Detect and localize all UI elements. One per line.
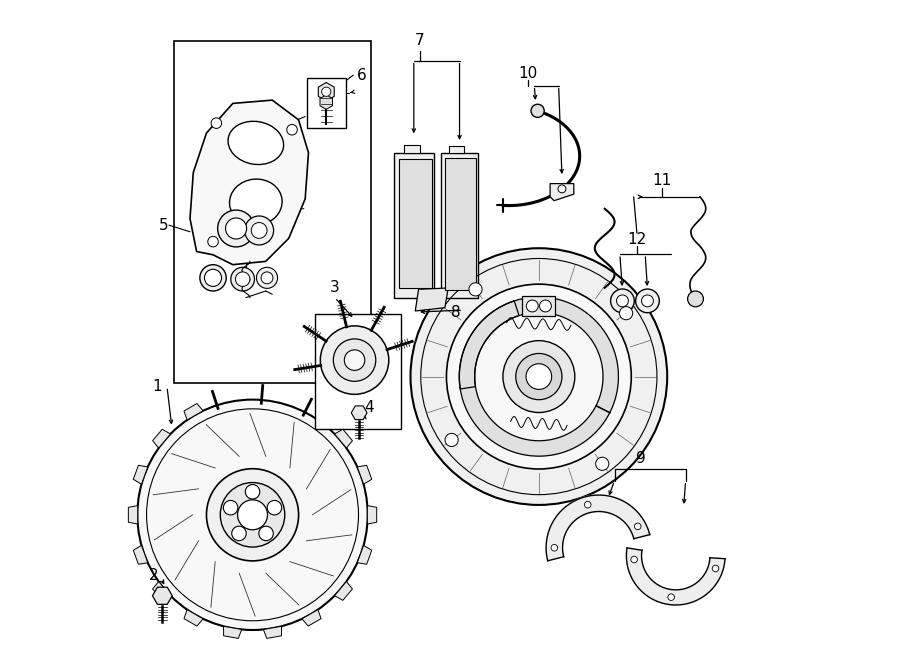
Bar [394,153,434,297]
Circle shape [446,434,458,447]
Circle shape [333,339,376,381]
Circle shape [230,267,255,291]
Text: 1: 1 [152,379,162,394]
Circle shape [218,210,255,247]
Polygon shape [335,582,353,600]
Circle shape [631,556,637,563]
Text: 9: 9 [636,451,646,467]
Circle shape [616,295,628,307]
Text: 8: 8 [451,305,461,319]
Circle shape [596,457,608,471]
Circle shape [531,104,544,118]
Polygon shape [546,495,650,561]
Circle shape [642,295,653,307]
Bar [174,41,371,383]
Circle shape [558,185,566,193]
Circle shape [208,237,219,247]
Polygon shape [223,626,242,639]
Ellipse shape [228,121,284,165]
Circle shape [503,340,575,412]
Circle shape [516,354,562,400]
Polygon shape [190,100,309,264]
Circle shape [287,124,297,135]
Text: 12: 12 [627,232,646,247]
Polygon shape [264,626,282,639]
Circle shape [446,284,631,469]
Polygon shape [133,545,148,564]
Bar [404,145,420,153]
Circle shape [220,483,284,547]
Bar [307,79,346,128]
Circle shape [245,216,274,245]
Circle shape [551,545,558,551]
Text: 7: 7 [415,34,425,48]
Circle shape [267,500,282,515]
Circle shape [610,289,634,313]
Polygon shape [357,465,372,484]
Circle shape [410,249,667,505]
Circle shape [668,594,674,600]
Circle shape [634,523,641,529]
Polygon shape [459,297,618,412]
Bar [522,296,555,316]
Polygon shape [550,184,574,201]
Circle shape [345,350,364,370]
Circle shape [138,400,368,630]
Text: 11: 11 [652,173,671,188]
Circle shape [212,118,221,128]
Circle shape [584,502,591,508]
Circle shape [539,300,552,312]
Polygon shape [357,545,372,564]
Text: 10: 10 [518,66,537,81]
Circle shape [236,272,250,286]
Ellipse shape [230,179,282,225]
Polygon shape [184,609,203,626]
Polygon shape [302,609,321,626]
Polygon shape [367,506,377,524]
Bar [400,159,432,288]
Circle shape [259,526,274,541]
Circle shape [619,307,633,320]
Polygon shape [153,429,170,448]
Circle shape [320,326,389,395]
Text: 6: 6 [356,67,366,83]
Circle shape [251,223,267,239]
Circle shape [204,269,221,286]
Circle shape [321,87,331,97]
Bar [441,153,478,297]
Text: 3: 3 [330,280,339,295]
Polygon shape [153,582,170,600]
Circle shape [526,364,552,389]
Circle shape [712,565,719,572]
Circle shape [232,526,247,541]
Polygon shape [133,465,148,484]
Circle shape [635,289,660,313]
Bar [449,146,464,153]
Text: 5: 5 [159,217,168,233]
Circle shape [238,500,267,529]
Polygon shape [459,301,610,456]
Polygon shape [184,403,203,420]
Polygon shape [335,429,353,448]
Circle shape [226,218,247,239]
Circle shape [200,264,226,291]
Circle shape [223,500,238,515]
Circle shape [688,291,704,307]
Polygon shape [415,288,448,311]
Text: 4: 4 [364,400,374,415]
Circle shape [256,267,277,288]
Polygon shape [626,548,725,605]
Circle shape [526,300,538,312]
Polygon shape [129,506,138,524]
Circle shape [261,272,273,284]
Circle shape [246,485,260,499]
Bar [446,158,476,290]
Circle shape [206,469,299,561]
Bar [315,314,400,429]
Circle shape [469,283,482,296]
Text: 2: 2 [149,568,158,583]
